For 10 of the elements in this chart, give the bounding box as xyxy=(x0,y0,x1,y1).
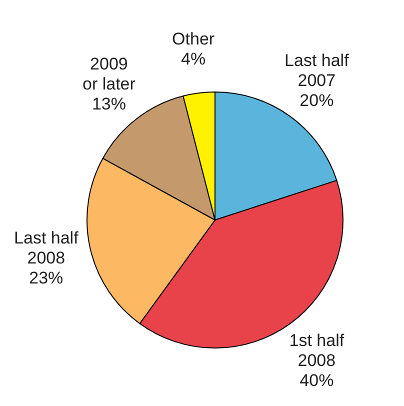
data-label: 20% xyxy=(300,90,334,110)
slice-label: 1st half 2008 xyxy=(289,330,344,370)
data-label: 13% xyxy=(92,94,126,113)
slice-label: Last half 2008 xyxy=(14,228,79,268)
slice-label: 2009 or later xyxy=(82,54,136,93)
slice-label: Last half 2007 xyxy=(284,50,350,90)
slice-label: Other xyxy=(172,28,215,48)
data-label: 40% xyxy=(300,370,334,390)
data-label: 23% xyxy=(29,268,64,288)
data-label: 4% xyxy=(181,48,206,68)
